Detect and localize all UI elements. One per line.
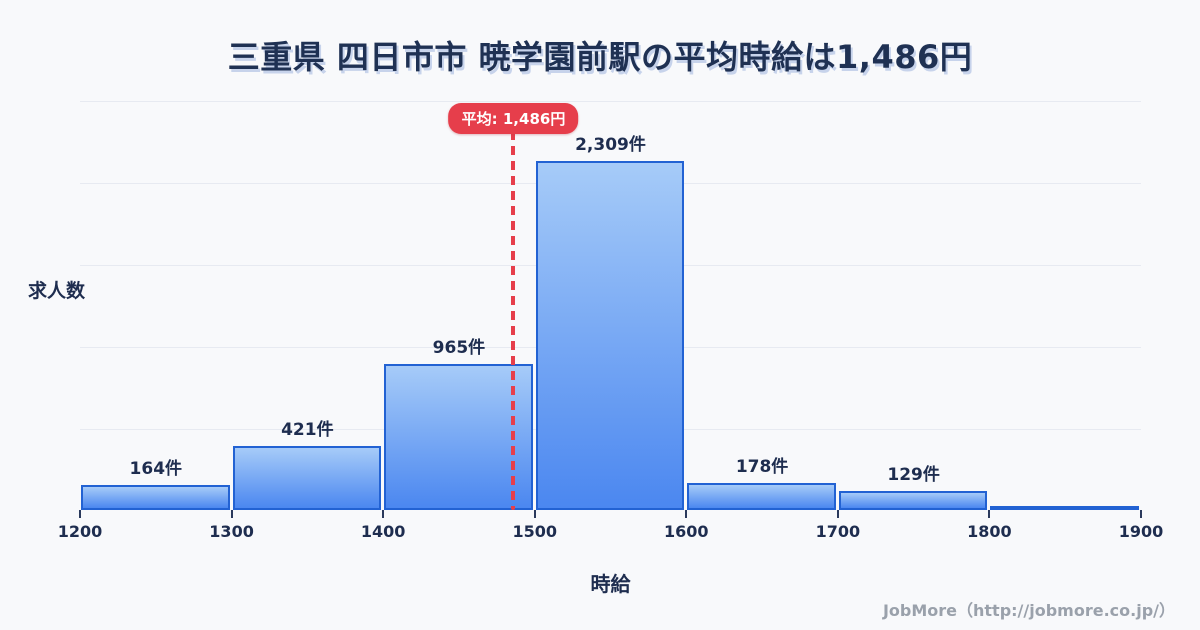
average-line bbox=[511, 116, 516, 510]
average-badge: 平均: 1,486円 bbox=[448, 103, 579, 134]
x-axis-tick-label: 1300 bbox=[209, 522, 254, 541]
bar-value-label: 421件 bbox=[281, 420, 334, 440]
x-axis-tick bbox=[79, 510, 81, 518]
bar-value-label: 178件 bbox=[735, 457, 789, 477]
histogram-column: 129件 bbox=[838, 100, 990, 510]
x-axis-tick-label: 1200 bbox=[57, 522, 103, 541]
histogram-bar bbox=[535, 161, 685, 510]
x-axis-tick-label: 1600 bbox=[664, 522, 709, 541]
histogram-column: 164件 bbox=[80, 100, 232, 510]
histogram-column: 2,309件 bbox=[535, 100, 687, 510]
bar-value-label: 164件 bbox=[129, 459, 183, 479]
histogram-column: 178件 bbox=[686, 100, 838, 510]
x-axis-tick bbox=[1140, 510, 1142, 518]
gridline bbox=[80, 101, 1141, 102]
x-axis-label: 時給 bbox=[590, 572, 631, 596]
footer-credit: JobMore（http://jobmore.co.jp/） bbox=[882, 601, 1175, 620]
histogram-column: 421件 bbox=[232, 100, 384, 510]
histogram-column: 965件 bbox=[383, 100, 535, 510]
bar-value-label: 129件 bbox=[887, 465, 940, 485]
bar-value-label: 965件 bbox=[432, 338, 486, 358]
histogram-bar bbox=[838, 491, 988, 510]
histogram-bar bbox=[990, 506, 1139, 510]
x-axis-tick bbox=[230, 510, 233, 518]
x-axis-tick-label: 1800 bbox=[967, 522, 1012, 541]
histogram-bar bbox=[232, 446, 382, 510]
y-axis-label: 求人数 bbox=[28, 280, 86, 302]
x-axis-tick-label: 1500 bbox=[512, 522, 557, 541]
histogram-bar bbox=[81, 485, 230, 510]
x-axis-tick-label: 1900 bbox=[1118, 522, 1164, 541]
plot-area: 164件 421件 965件 2,309件 178件 129件 bbox=[80, 100, 1141, 510]
x-axis-tick bbox=[533, 510, 536, 518]
chart-title: 三重県 四日市市 暁学園前駅の平均時給は1,486円 bbox=[227, 38, 973, 76]
histogram-column bbox=[989, 100, 1141, 510]
x-axis-tick bbox=[685, 510, 688, 518]
histogram-bar bbox=[687, 483, 836, 510]
x-axis-tick bbox=[382, 510, 385, 518]
x-axis-tick bbox=[836, 510, 839, 518]
x-axis: 1200 1300 1400 1500 1600 1700 1800 1900 bbox=[58, 510, 1163, 550]
histogram-bar bbox=[384, 364, 533, 510]
x-axis-tick-label: 1700 bbox=[815, 522, 861, 541]
x-axis-tick bbox=[988, 510, 991, 518]
x-axis-tick-label: 1400 bbox=[360, 522, 406, 541]
bar-value-label: 2,309件 bbox=[575, 135, 646, 155]
